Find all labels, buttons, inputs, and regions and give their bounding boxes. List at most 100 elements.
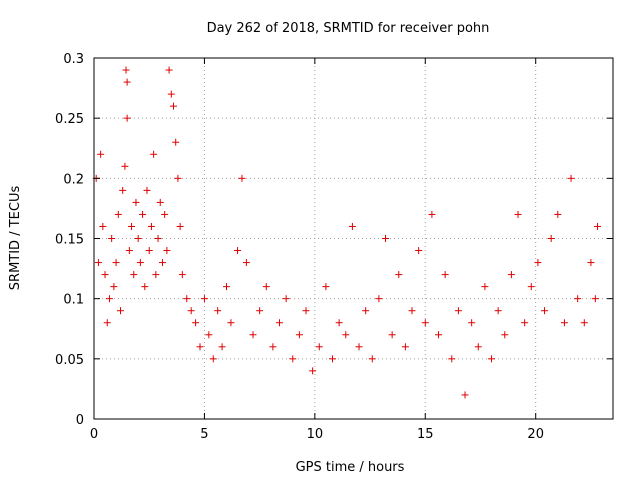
data-point <box>388 331 396 339</box>
data-point <box>125 247 133 255</box>
data-point <box>315 343 323 351</box>
data-point <box>580 319 588 327</box>
y-tick-label: 0.25 <box>55 112 84 127</box>
y-tick-label: 0.15 <box>55 233 84 248</box>
chart-title: Day 262 of 2018, SRMTID for receiver poh… <box>207 21 490 36</box>
data-point <box>488 355 496 363</box>
data-point <box>249 331 257 339</box>
data-point <box>163 247 171 255</box>
data-point <box>152 271 160 279</box>
data-point <box>196 343 204 351</box>
data-point <box>309 367 317 375</box>
data-point <box>282 295 290 303</box>
data-point <box>101 271 109 279</box>
data-point <box>534 259 542 267</box>
data-point <box>507 271 515 279</box>
data-point <box>187 307 195 315</box>
data-point <box>161 210 169 218</box>
data-point <box>567 174 575 182</box>
data-point <box>435 331 443 339</box>
data-point <box>262 283 270 291</box>
data-point <box>143 186 151 194</box>
data-point <box>461 391 469 399</box>
data-point <box>560 319 568 327</box>
data-point <box>139 210 147 218</box>
y-axis-label: SRMTID / TECUs <box>8 186 23 291</box>
data-point <box>99 222 107 230</box>
x-tick-label: 20 <box>527 427 544 442</box>
data-point <box>474 343 482 351</box>
data-points <box>92 66 602 399</box>
tick-labels: 0 5 10 15 20 0 0.05 0.1 0.15 0.2 0.25 0.3 <box>55 52 544 442</box>
data-point <box>94 259 102 267</box>
data-point <box>547 235 555 242</box>
data-point <box>401 343 409 351</box>
data-point <box>375 295 383 303</box>
x-tick-label: 10 <box>307 427 324 442</box>
data-point <box>587 259 595 267</box>
data-point <box>295 331 303 339</box>
data-point <box>223 283 231 291</box>
data-point <box>172 138 180 146</box>
data-point <box>218 343 226 351</box>
data-point <box>242 259 250 267</box>
data-point <box>117 307 125 315</box>
data-point <box>108 235 116 242</box>
data-point <box>174 174 182 182</box>
data-point <box>355 343 363 351</box>
data-point <box>150 150 158 158</box>
data-point <box>348 222 356 230</box>
data-point <box>112 259 120 267</box>
data-point <box>176 222 184 230</box>
data-point <box>167 90 175 98</box>
data-point <box>97 150 105 158</box>
data-point <box>178 271 186 279</box>
data-point <box>123 114 131 122</box>
data-point <box>200 295 208 303</box>
data-point <box>214 307 222 315</box>
data-point <box>421 319 429 327</box>
data-point <box>183 295 191 303</box>
data-point <box>132 198 140 206</box>
x-tick-label: 5 <box>200 427 208 442</box>
data-point <box>276 319 284 327</box>
data-point <box>234 247 242 255</box>
data-point <box>342 331 350 339</box>
data-point <box>428 210 436 218</box>
data-point <box>302 307 310 315</box>
data-point <box>136 259 144 267</box>
data-point <box>154 235 162 242</box>
y-tick-label: 0 <box>76 413 84 428</box>
data-point <box>141 283 149 291</box>
plot-frame <box>93 57 614 420</box>
data-point <box>441 271 449 279</box>
data-point <box>541 307 549 315</box>
data-point <box>122 66 130 74</box>
data-point <box>110 283 118 291</box>
data-point <box>574 295 582 303</box>
x-tick-label: 0 <box>90 427 98 442</box>
data-point <box>227 319 235 327</box>
data-point <box>322 283 330 291</box>
data-point <box>368 355 376 363</box>
data-point <box>256 307 264 315</box>
data-point <box>382 235 390 242</box>
data-point <box>121 162 129 170</box>
data-point <box>145 247 153 255</box>
data-point <box>105 295 113 303</box>
data-point <box>128 222 136 230</box>
y-tick-label: 0.05 <box>55 353 84 368</box>
data-point <box>123 78 131 86</box>
data-point <box>501 331 509 339</box>
data-point <box>130 271 138 279</box>
data-point <box>147 222 155 230</box>
x-axis-label: GPS time / hours <box>296 460 405 475</box>
data-point <box>514 210 522 218</box>
data-point <box>114 210 122 218</box>
y-tick-label: 0.3 <box>63 52 84 67</box>
axes-ticks <box>93 57 613 420</box>
data-point <box>594 222 602 230</box>
data-point <box>481 283 489 291</box>
y-tick-label: 0.1 <box>63 293 84 308</box>
